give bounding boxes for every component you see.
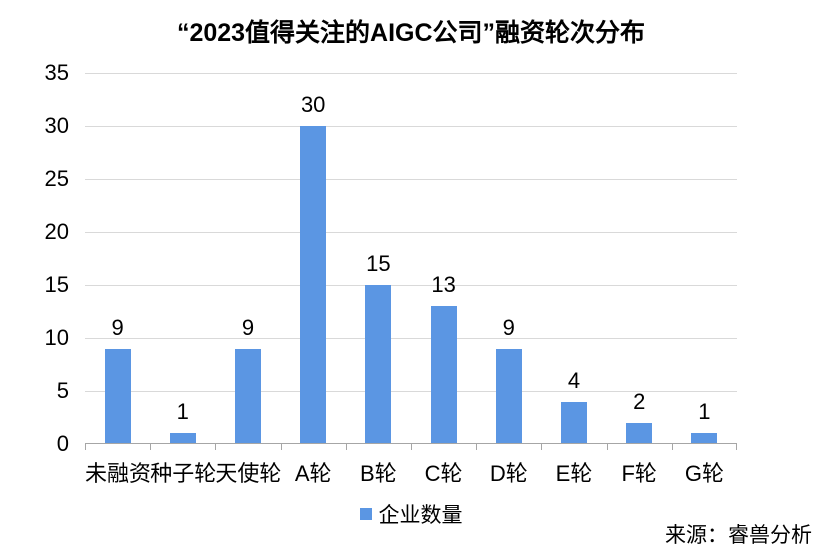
x-axis-category-label: E轮 — [555, 461, 593, 486]
bar-value-label: 4 — [567, 367, 581, 393]
gridline — [85, 72, 737, 74]
legend-label: 企业数量 — [378, 504, 463, 527]
y-axis-tick-label: 35 — [44, 60, 69, 85]
x-axis-category-label: C轮 — [424, 461, 463, 486]
y-axis-tick-label: 25 — [44, 166, 69, 191]
y-axis-tick-label: 15 — [44, 272, 69, 297]
y-axis-tick-label: 30 — [44, 113, 69, 138]
gridline — [85, 284, 737, 286]
x-axis-category-label: 未融资 — [85, 461, 152, 486]
y-axis-tick-label: 10 — [44, 325, 69, 350]
x-axis-tick — [541, 444, 543, 450]
bar — [235, 348, 261, 444]
bar — [691, 433, 718, 444]
bar-value-label: 9 — [111, 314, 124, 340]
gridline — [85, 337, 737, 339]
x-axis-ticks — [85, 73, 737, 450]
bar-value-label: 30 — [300, 92, 326, 117]
gridline — [85, 125, 737, 127]
bar-value-label: 2 — [633, 388, 646, 414]
legend: 企业数量 — [85, 499, 737, 529]
bar — [104, 348, 131, 444]
x-axis-labels: 未融资 种子轮 天使轮 A轮 B轮 C轮 D轮 E轮 F轮 G轮 — [85, 73, 737, 486]
x-axis-tick — [280, 444, 282, 450]
x-axis-category-label: 种子轮 — [150, 461, 217, 486]
x-axis-category-label: 天使轮 — [215, 461, 282, 486]
x-axis-tick — [736, 444, 737, 450]
bar — [169, 433, 196, 444]
bar — [365, 285, 392, 444]
x-axis-tick — [345, 444, 347, 450]
bar — [495, 348, 522, 444]
bar-value-label: 13 — [431, 272, 456, 298]
plot-area: 0 5 10 15 20 25 30 35 9 1 9 30 15 13 9 4 2 1 未融资 种子轮 天使轮 A轮… — [45, 60, 737, 486]
x-axis-tick — [606, 444, 608, 450]
gridline — [85, 390, 737, 392]
x-axis-tick — [85, 444, 86, 450]
x-axis-tick — [215, 444, 217, 450]
y-axis-tick-label: 0 — [56, 431, 69, 456]
source-note: 来源：睿兽分析 — [665, 524, 812, 547]
x-axis-category-label: A轮 — [294, 461, 332, 486]
gridline — [85, 231, 737, 233]
y-axis-labels: 0 5 10 15 20 25 30 35 — [45, 60, 737, 456]
x-axis-category-label: B轮 — [360, 461, 397, 486]
bar — [430, 306, 457, 444]
bar-value-label: 15 — [366, 251, 391, 276]
legend-swatch-icon — [359, 508, 372, 520]
bar-value-label: 1 — [698, 399, 711, 425]
bar-value-label: 1 — [176, 399, 189, 425]
x-axis-tick — [671, 444, 673, 450]
bars-layer: 9 1 9 30 15 13 9 4 2 1 — [85, 73, 737, 444]
gridlines-layer — [85, 72, 737, 444]
x-axis-tick — [150, 444, 152, 450]
x-axis-category-label: G轮 — [684, 461, 724, 486]
y-axis-tick-label: 5 — [56, 378, 69, 403]
x-axis-tick — [411, 444, 412, 450]
x-axis-tick — [476, 444, 478, 450]
bar — [561, 401, 587, 444]
bar — [300, 126, 327, 444]
x-axis-line — [85, 443, 737, 444]
y-axis-tick-label: 20 — [44, 219, 69, 244]
chart-title: “2023值得关注的AIGC公司”融资轮次分布 — [176, 19, 646, 47]
bar — [626, 422, 653, 444]
x-axis-category-label: F轮 — [621, 461, 657, 486]
bar-value-label: 9 — [502, 314, 515, 340]
bar-value-label: 9 — [241, 314, 255, 340]
x-axis-category-label: D轮 — [489, 461, 528, 486]
gridline — [85, 178, 737, 180]
